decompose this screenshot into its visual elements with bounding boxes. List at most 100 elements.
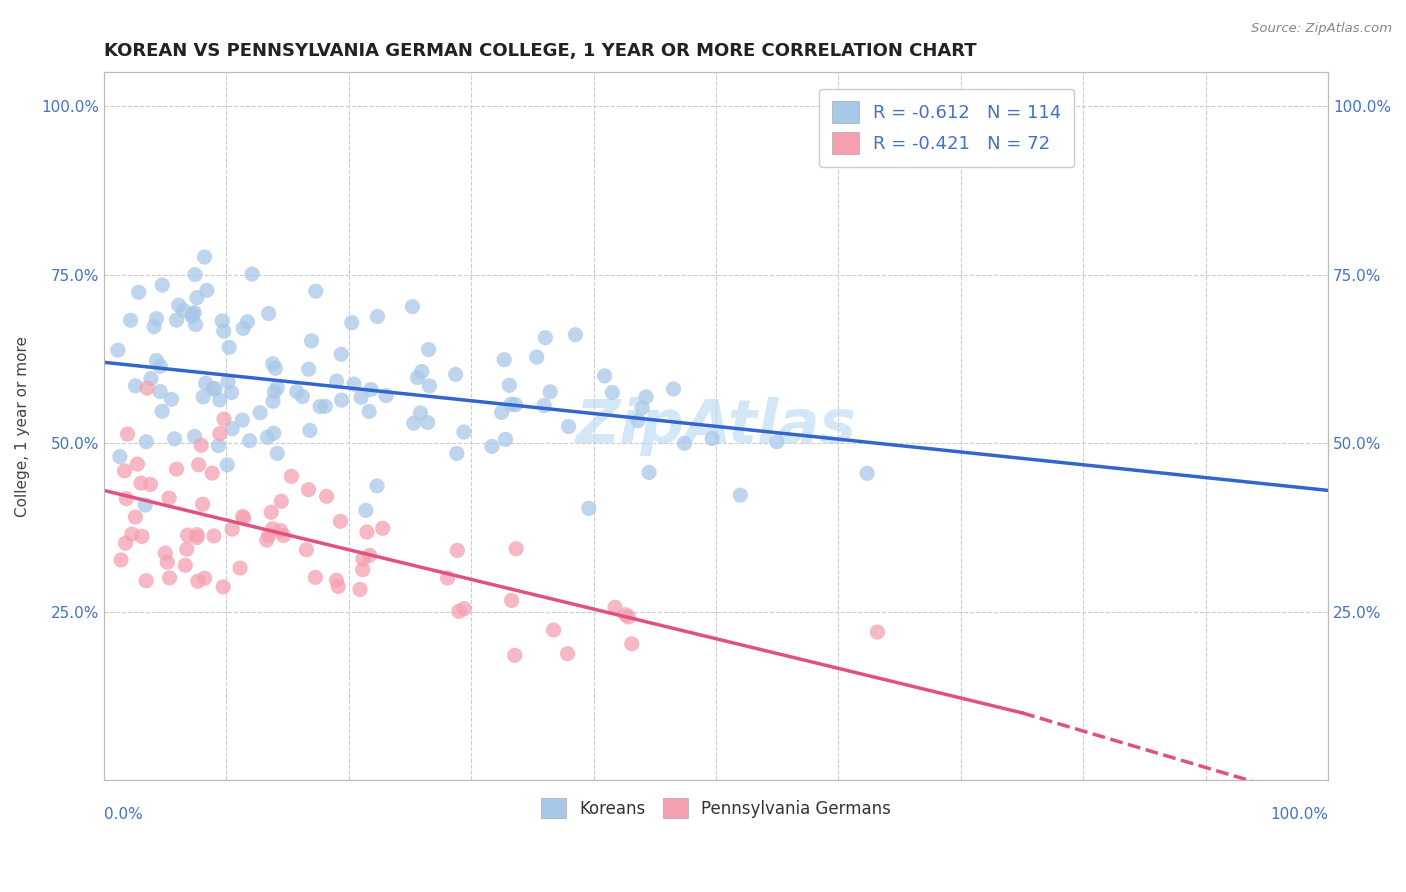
Legend: Koreans, Pennsylvania Germans: Koreans, Pennsylvania Germans	[534, 791, 897, 825]
Point	[134, 498, 156, 512]
Point	[157, 491, 180, 505]
Point	[221, 422, 243, 436]
Y-axis label: College, 1 year or more: College, 1 year or more	[15, 336, 30, 516]
Point	[232, 321, 254, 335]
Point	[139, 371, 162, 385]
Text: 100.0%: 100.0%	[1270, 807, 1329, 822]
Point	[193, 250, 215, 264]
Point	[494, 352, 516, 367]
Point	[366, 479, 388, 493]
Point	[149, 359, 172, 374]
Point	[114, 464, 136, 478]
Point	[183, 429, 205, 443]
Point	[298, 424, 321, 438]
Point	[315, 489, 337, 503]
Point	[181, 307, 204, 321]
Point	[634, 390, 657, 404]
Point	[330, 393, 353, 408]
Point	[298, 362, 321, 376]
Point	[145, 311, 167, 326]
Text: ZipAtlas: ZipAtlas	[575, 397, 856, 456]
Point	[208, 392, 231, 407]
Point	[163, 432, 186, 446]
Point	[359, 404, 381, 418]
Point	[236, 315, 259, 329]
Point	[564, 327, 586, 342]
Point	[866, 625, 889, 640]
Point	[406, 370, 429, 384]
Point	[212, 412, 235, 426]
Point	[166, 313, 188, 327]
Point	[156, 555, 179, 569]
Point	[499, 397, 522, 411]
Point	[143, 319, 166, 334]
Point	[257, 306, 280, 320]
Point	[212, 324, 235, 338]
Point	[436, 571, 458, 585]
Point	[375, 388, 398, 402]
Point	[202, 382, 225, 396]
Point	[229, 561, 252, 575]
Point	[124, 510, 146, 524]
Point	[231, 413, 253, 427]
Point	[557, 419, 579, 434]
Point	[127, 457, 149, 471]
Point	[260, 505, 283, 519]
Point	[301, 334, 323, 348]
Point	[172, 303, 194, 318]
Point	[533, 399, 555, 413]
Point	[262, 357, 284, 371]
Point	[270, 494, 292, 508]
Point	[538, 384, 561, 399]
Point	[204, 382, 226, 396]
Point	[263, 426, 285, 441]
Point	[305, 284, 328, 298]
Point	[730, 488, 752, 502]
Point	[526, 350, 548, 364]
Point	[187, 574, 209, 589]
Point	[115, 491, 138, 506]
Point	[856, 467, 879, 481]
Text: 0.0%: 0.0%	[104, 807, 143, 822]
Point	[600, 385, 623, 400]
Point	[262, 394, 284, 409]
Point	[221, 522, 243, 536]
Point	[503, 648, 526, 663]
Point	[700, 432, 723, 446]
Point	[766, 434, 789, 449]
Point	[191, 390, 214, 404]
Point	[418, 343, 440, 357]
Point	[136, 381, 159, 395]
Point	[447, 604, 470, 618]
Point	[202, 529, 225, 543]
Text: Source: ZipAtlas.com: Source: ZipAtlas.com	[1251, 22, 1392, 36]
Point	[402, 416, 425, 430]
Point	[325, 574, 347, 588]
Point	[107, 343, 129, 358]
Point	[617, 610, 640, 624]
Point	[614, 607, 637, 622]
Point	[110, 553, 132, 567]
Point	[191, 497, 214, 511]
Point	[124, 378, 146, 392]
Point	[501, 593, 523, 607]
Point	[186, 531, 208, 545]
Point	[352, 552, 374, 566]
Point	[543, 623, 565, 637]
Point	[117, 427, 139, 442]
Point	[194, 376, 217, 391]
Point	[620, 637, 643, 651]
Point	[352, 563, 374, 577]
Point	[481, 439, 503, 453]
Point	[218, 340, 240, 354]
Point	[330, 347, 353, 361]
Point	[217, 375, 239, 389]
Point	[359, 549, 381, 563]
Point	[309, 400, 332, 414]
Point	[187, 458, 209, 472]
Point	[662, 382, 685, 396]
Point	[240, 267, 263, 281]
Point	[190, 438, 212, 452]
Point	[266, 381, 288, 395]
Point	[603, 600, 626, 615]
